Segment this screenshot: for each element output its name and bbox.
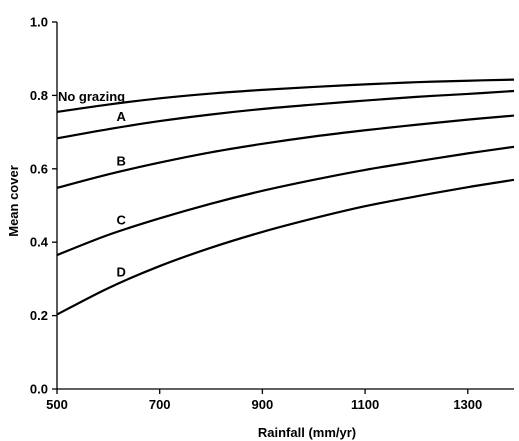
series-label-d: D [116,265,125,280]
y-axis-ticks: 0.0 0.2 0.4 0.6 0.8 1.0 [30,15,57,397]
y-axis-title: Mean cover [6,165,21,237]
x-axis-ticks: 500 700 900 1100 1300 [46,389,482,412]
series-line-c [56,145,515,257]
y-tick-label: 0.8 [30,88,48,103]
x-tick-label: 1100 [351,397,379,412]
series-line-a [56,89,515,140]
y-tick-label: 0.2 [30,308,48,323]
series-label-b: B [116,153,125,168]
x-tick-label: 700 [149,397,171,412]
y-tick-label: 0.4 [30,235,49,250]
series-line-d [56,178,515,316]
series-line-no-grazing [56,78,515,114]
series-label-a: A [116,109,126,124]
x-tick-label: 500 [46,397,68,412]
series-curves [56,78,515,316]
series-label-c: C [116,213,126,228]
y-tick-label: 0.6 [30,161,48,176]
y-tick-label: 0.0 [30,382,48,397]
y-tick-label: 1.0 [30,15,48,30]
x-tick-label: 900 [252,397,274,412]
x-tick-label: 1300 [453,397,482,412]
series-labels: No grazing A B C D [58,89,127,280]
x-axis-title: Rainfall (mm/yr) [258,425,356,440]
series-label-no-grazing: No grazing [58,89,125,104]
series-line-b [56,114,515,189]
